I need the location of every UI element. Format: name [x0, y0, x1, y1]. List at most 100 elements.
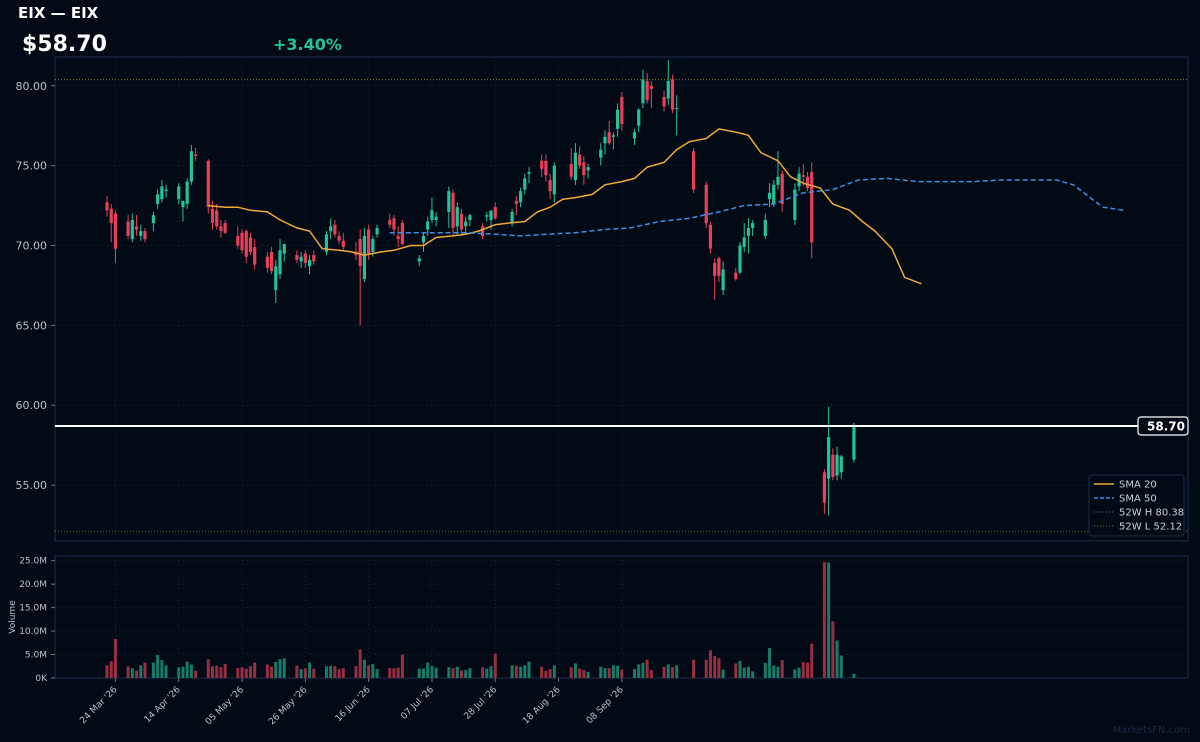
volume-bar [362, 659, 366, 678]
candle-body [156, 194, 160, 204]
date-tick-label: 08 Sep '26 [585, 685, 626, 726]
legend: SMA 20 SMA 50 52W H 80.38 52W L 52.12 [1088, 474, 1185, 537]
volume-bar [831, 621, 835, 678]
candle-body [662, 96, 666, 107]
candle-body [527, 172, 531, 174]
volume-tick-label: 10.0M [19, 627, 47, 637]
candle-body [831, 454, 835, 478]
volume-bar [126, 666, 130, 678]
volume-bar [708, 650, 712, 678]
candle-body [717, 258, 721, 276]
candle-body [236, 235, 240, 246]
candle-body [586, 167, 590, 171]
candle-body [603, 136, 607, 144]
volume-bar [143, 662, 147, 678]
candle-body [447, 191, 451, 212]
volume-bar [742, 667, 746, 678]
volume-bar [185, 661, 189, 678]
candle-body [160, 186, 164, 200]
volume-bar [388, 668, 392, 678]
volume-bar [160, 660, 164, 678]
candle-body [611, 135, 615, 137]
volume-bar [181, 666, 185, 678]
candle-body [797, 173, 801, 187]
date-axis-ticks: 24 Mar '26 14 Apr '26 05 May '26 26 May '26… [78, 678, 626, 727]
legend-box [1088, 474, 1185, 537]
candle-body [253, 247, 257, 265]
candle-body [113, 213, 118, 249]
volume-bar [333, 666, 337, 678]
candle-body [143, 231, 147, 240]
candle-body [641, 79, 645, 104]
candle-body [637, 109, 641, 126]
volume-bar [358, 649, 362, 678]
volume-bar [692, 659, 696, 678]
volume-bar [447, 667, 451, 678]
volume-bar [780, 660, 784, 678]
volume-bar [274, 662, 278, 678]
volume-bar [151, 662, 155, 678]
candle-body [675, 108, 679, 110]
candle-body [219, 226, 223, 232]
candle-body [109, 208, 113, 224]
volume-grid [55, 556, 1188, 679]
volume-bar [270, 666, 274, 678]
candle-body [265, 256, 269, 268]
volume-bar [666, 664, 670, 678]
watermark: MarketsFN.com [1112, 725, 1190, 736]
candle-body [573, 152, 578, 180]
candle-body [223, 223, 227, 233]
candle-body [130, 219, 134, 240]
candle-body [670, 79, 675, 110]
volume-bar [468, 668, 472, 678]
candle-body [329, 226, 333, 232]
candle-body [295, 255, 299, 260]
sma20-line [208, 128, 922, 285]
price-tick-label: 80.00 [16, 80, 48, 93]
volume-bar [130, 668, 134, 678]
candle-body [396, 235, 400, 240]
chart-title: EIX — EIX [18, 4, 99, 22]
candle-body [713, 263, 717, 276]
candle-body [185, 181, 189, 204]
candle-body [780, 173, 784, 204]
candle-body [303, 253, 307, 264]
candle-body [164, 189, 168, 192]
candle-body [751, 223, 755, 228]
volume-bar [569, 667, 573, 678]
volume-bar [303, 668, 307, 678]
volume-bar [265, 664, 269, 678]
volume-axis-label: Volume [8, 600, 18, 634]
candle-body [426, 221, 430, 230]
candle-body [708, 224, 713, 249]
volume-bar [586, 671, 590, 678]
volume-bar [776, 666, 780, 678]
candle-body [324, 234, 329, 252]
candle-body [459, 213, 464, 230]
volume-bar [248, 666, 252, 678]
volume-bar [371, 663, 375, 678]
candle-body [620, 96, 624, 125]
volume-bar [211, 666, 214, 678]
volume-bar [392, 668, 396, 678]
candle-body [649, 85, 653, 89]
candle-body [599, 149, 603, 158]
volume-bar [464, 670, 468, 678]
candle-body [805, 176, 810, 188]
volume-bar [240, 667, 244, 678]
legend-label: 52W L 52.12 [1119, 522, 1182, 533]
candle-body [417, 258, 421, 262]
volume-axis-ticks: 0K 5.0M 10.0M 15.0M 20.0M 25.0M [19, 557, 55, 684]
volume-bar [139, 665, 143, 678]
volume-bar [396, 667, 400, 678]
volume-tick-label: 0K [35, 674, 48, 684]
volume-bar [459, 670, 463, 678]
candle-body [810, 172, 814, 243]
legend-label: 52W H 80.38 [1119, 508, 1184, 519]
volume-bar [135, 670, 139, 678]
volume-bar [223, 663, 227, 678]
price-tick-label: 60.00 [16, 399, 48, 412]
candle-body [282, 243, 286, 254]
volume-bar [164, 665, 168, 678]
